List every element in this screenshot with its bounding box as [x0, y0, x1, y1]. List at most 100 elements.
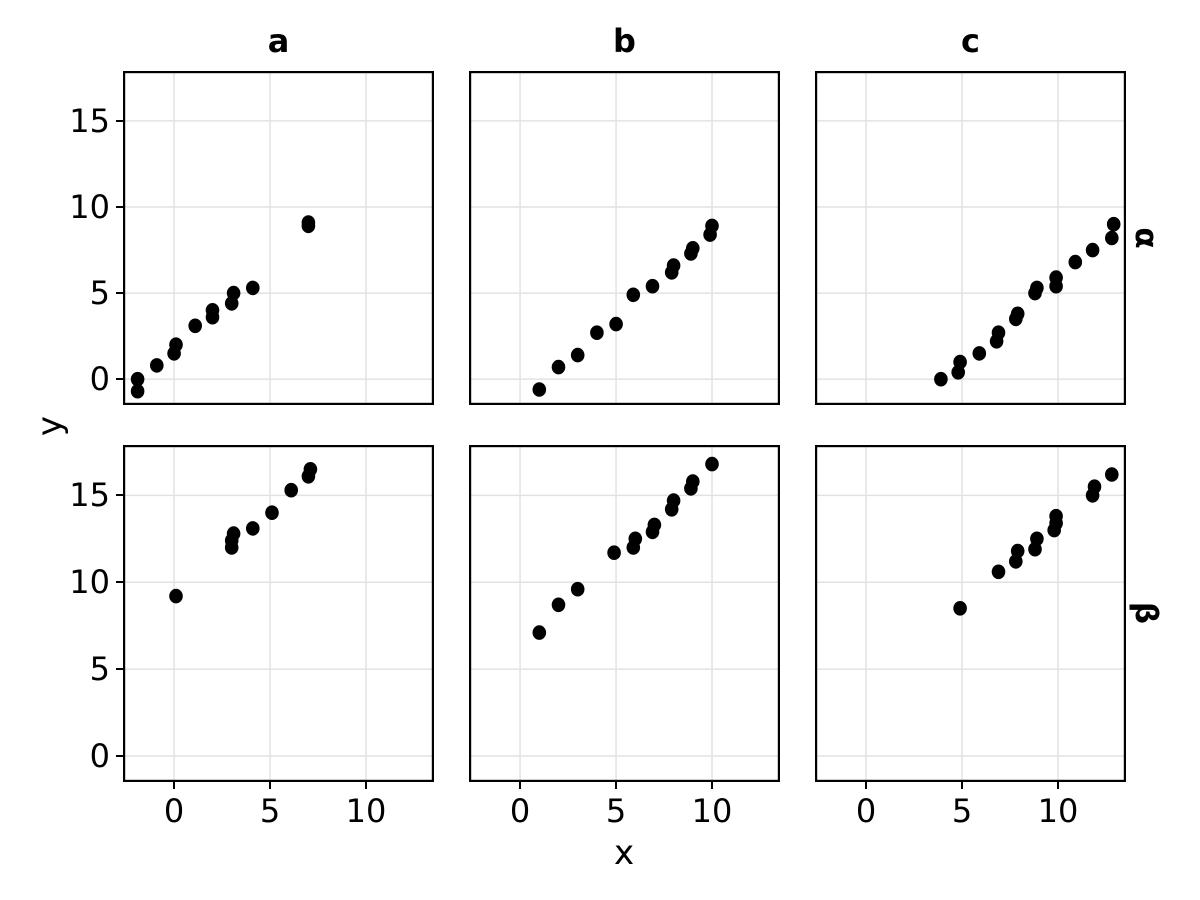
- data-point: [551, 597, 566, 613]
- y-tick-mark: [116, 206, 123, 208]
- data-point: [246, 521, 260, 536]
- facet-col-label-b: b: [613, 22, 636, 60]
- x-tick-mark: [711, 782, 714, 789]
- panel-β-c: [815, 445, 1126, 782]
- data-point: [1010, 306, 1025, 322]
- data-point: [226, 526, 241, 541]
- y-tick-mark: [116, 754, 123, 757]
- panel-border: [123, 71, 434, 405]
- panel-α-b: [469, 71, 780, 405]
- x-tick-mark: [961, 782, 964, 789]
- data-point: [284, 482, 298, 498]
- x-tick-mark: [1057, 782, 1060, 789]
- data-point: [188, 318, 202, 334]
- data-point: [226, 285, 241, 301]
- data-point: [130, 371, 145, 387]
- data-point: [130, 383, 145, 399]
- x-tick-mark: [365, 782, 368, 789]
- data-point: [1106, 216, 1121, 232]
- data-point: [647, 517, 662, 533]
- y-tick-label: 5: [89, 650, 110, 689]
- panel-border: [123, 445, 434, 782]
- panel-border: [815, 71, 1126, 405]
- y-tick-mark: [116, 119, 123, 122]
- data-point: [246, 280, 260, 296]
- data-point: [1085, 242, 1100, 258]
- x-tick-mark: [269, 782, 272, 789]
- data-point: [645, 278, 660, 294]
- data-point: [551, 359, 566, 375]
- data-point: [628, 531, 643, 547]
- x-axis-title: x: [613, 833, 635, 873]
- data-point: [169, 337, 183, 353]
- facet-col-label-c: c: [961, 22, 980, 60]
- panel-α-a: [123, 71, 434, 405]
- y-tick-label: 10: [69, 188, 110, 226]
- x-tick-label: 10: [691, 792, 733, 830]
- data-point: [972, 346, 987, 361]
- data-point: [1049, 270, 1063, 285]
- data-point: [570, 347, 585, 363]
- facet-row-label-alpha: α: [1128, 227, 1164, 249]
- data-point: [705, 218, 719, 234]
- data-point: [953, 601, 967, 616]
- facet-row-label-beta: β: [1128, 601, 1164, 625]
- panel-border: [469, 71, 780, 405]
- y-tick-mark: [116, 668, 123, 671]
- data-point: [590, 325, 604, 340]
- panel-α-c: [815, 71, 1126, 405]
- data-point: [953, 354, 967, 370]
- data-point: [686, 241, 700, 256]
- y-tick-mark: [116, 378, 123, 381]
- data-point: [607, 545, 621, 560]
- data-point: [991, 325, 1006, 340]
- data-point: [532, 382, 547, 397]
- data-point: [705, 456, 719, 472]
- data-point: [991, 564, 1006, 580]
- data-point: [686, 474, 700, 489]
- data-point: [1010, 543, 1025, 559]
- y-tick-mark: [116, 581, 123, 584]
- panel-border: [469, 445, 780, 782]
- panel-β-b: [469, 445, 780, 782]
- data-point: [666, 493, 681, 508]
- x-tick-label: 0: [509, 792, 531, 830]
- data-point: [1105, 467, 1119, 482]
- data-point: [1030, 531, 1044, 547]
- x-tick-label: 5: [259, 792, 281, 830]
- data-point: [1087, 479, 1102, 494]
- x-tick-label: 0: [855, 792, 877, 830]
- panel-border: [815, 445, 1126, 782]
- x-tick-label: 5: [951, 792, 973, 830]
- x-tick-label: 0: [163, 792, 185, 830]
- y-tick-label: 0: [89, 360, 110, 399]
- x-tick-mark: [519, 782, 522, 789]
- x-tick-label: 10: [1037, 792, 1079, 830]
- x-tick-label: 10: [345, 792, 387, 830]
- data-point: [150, 358, 164, 373]
- x-tick-mark: [865, 782, 868, 789]
- data-point: [570, 581, 585, 597]
- y-tick-label: 5: [89, 274, 110, 313]
- data-point: [303, 462, 318, 477]
- y-tick-label: 15: [69, 476, 110, 515]
- x-tick-label: 5: [605, 792, 627, 830]
- data-point: [1105, 230, 1119, 246]
- data-point: [609, 316, 623, 332]
- y-tick-mark: [116, 494, 123, 497]
- x-tick-mark: [615, 782, 618, 789]
- data-point: [934, 371, 948, 387]
- data-point: [626, 287, 641, 303]
- data-point: [532, 625, 547, 640]
- data-point: [205, 303, 220, 318]
- data-point: [666, 258, 681, 273]
- data-point: [301, 215, 316, 230]
- panel-β-a: [123, 445, 434, 782]
- y-tick-mark: [116, 292, 123, 295]
- facet-col-label-a: a: [267, 22, 290, 60]
- data-point: [265, 505, 279, 520]
- data-point: [1049, 508, 1063, 524]
- y-tick-label: 0: [89, 736, 110, 775]
- x-tick-mark: [173, 782, 176, 789]
